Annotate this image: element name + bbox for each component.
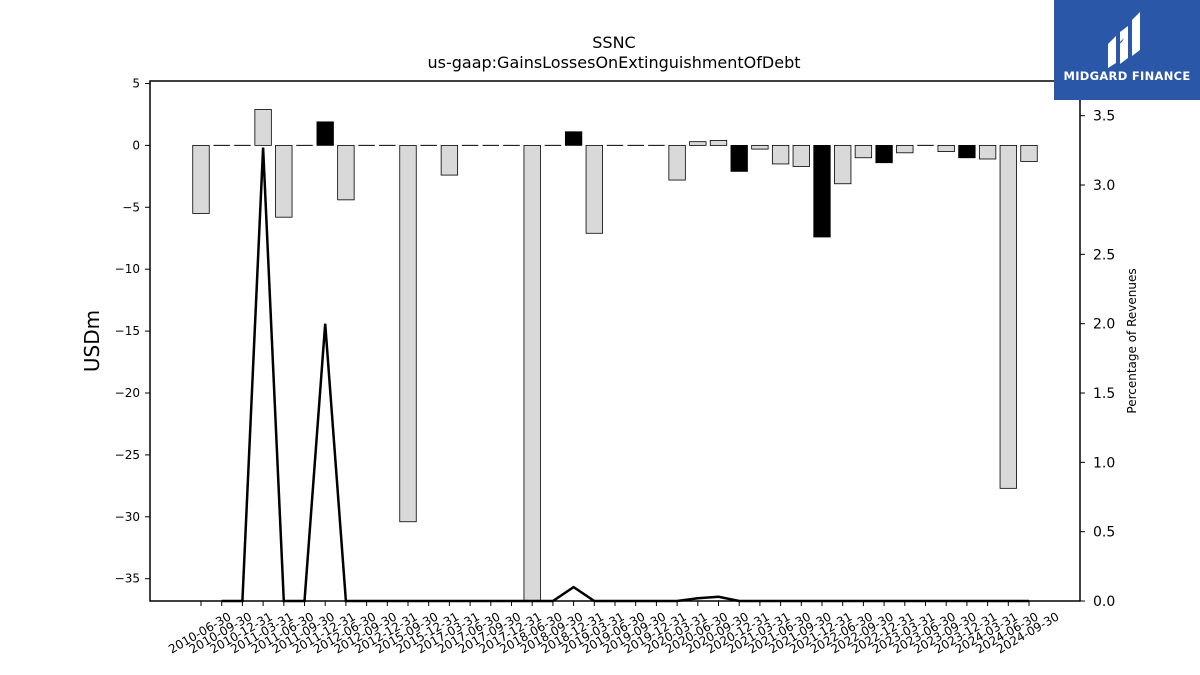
bar [1020,144,1038,162]
bar [958,144,976,159]
y2-tick-label: 3.5 [1093,109,1115,125]
bar [668,144,686,181]
brand-logo-text: MIDGARD FINANCE [1063,69,1191,83]
bar [709,140,728,146]
series-line [221,147,1029,603]
y2-tick-label: 2.5 [1093,247,1115,263]
line-layer [221,147,1029,603]
brand-logo: MIDGARD FINANCE [1054,0,1200,100]
y-tick-label: −30 [115,510,140,524]
y-tick-label: 0 [132,138,140,152]
bar [585,144,603,234]
bar [792,144,810,167]
y-tick-label: −20 [115,386,140,400]
chart-title: SSNC [592,33,635,52]
bar [440,144,459,176]
y2-tick-label: 3.0 [1093,178,1115,194]
y-tick-label: −25 [115,448,140,462]
bar [937,144,955,152]
bar [751,144,769,150]
bar [854,144,873,159]
y-axis-label: USDm [80,310,104,372]
y-tick-label: −35 [115,572,140,586]
bar [254,109,272,146]
bar [813,144,831,238]
bar [192,144,210,214]
bar [875,144,893,164]
bar [337,144,355,201]
y2-tick-label: 2.0 [1093,317,1115,333]
chart-subtitle: us-gaap:GainsLossesOnExtinguishmentOfDeb… [427,53,800,72]
logo-mark-icon [1108,12,1140,68]
y2-tick-label: 1.0 [1093,455,1115,471]
bar [399,144,417,523]
y-tick-label: −5 [122,200,140,214]
bar [689,141,707,146]
y2-axis-label: Percentage of Revenues [1125,268,1139,413]
bar [896,144,914,154]
bar [730,144,748,172]
bar [316,121,334,146]
bars-layer [192,109,1038,602]
bar [978,144,997,160]
y2-tick-label: 1.5 [1093,386,1115,402]
ticks-layer: 5 0 −5 −10 −15 −20 −25 −30 −35 0.0 0.5 1.0 1.5 2.0 2.5… [115,76,1116,656]
bar [834,144,852,185]
bar [771,144,790,165]
bar [523,144,541,602]
y-tick-label: −15 [115,324,140,338]
y2-tick-label: 0.0 [1093,594,1115,610]
bar [564,131,583,146]
bar [999,144,1017,489]
bar [275,144,293,218]
y-tick-label: −10 [115,262,140,276]
y2-tick-label: 0.5 [1093,525,1115,541]
y-tick-label: 5 [132,76,140,90]
